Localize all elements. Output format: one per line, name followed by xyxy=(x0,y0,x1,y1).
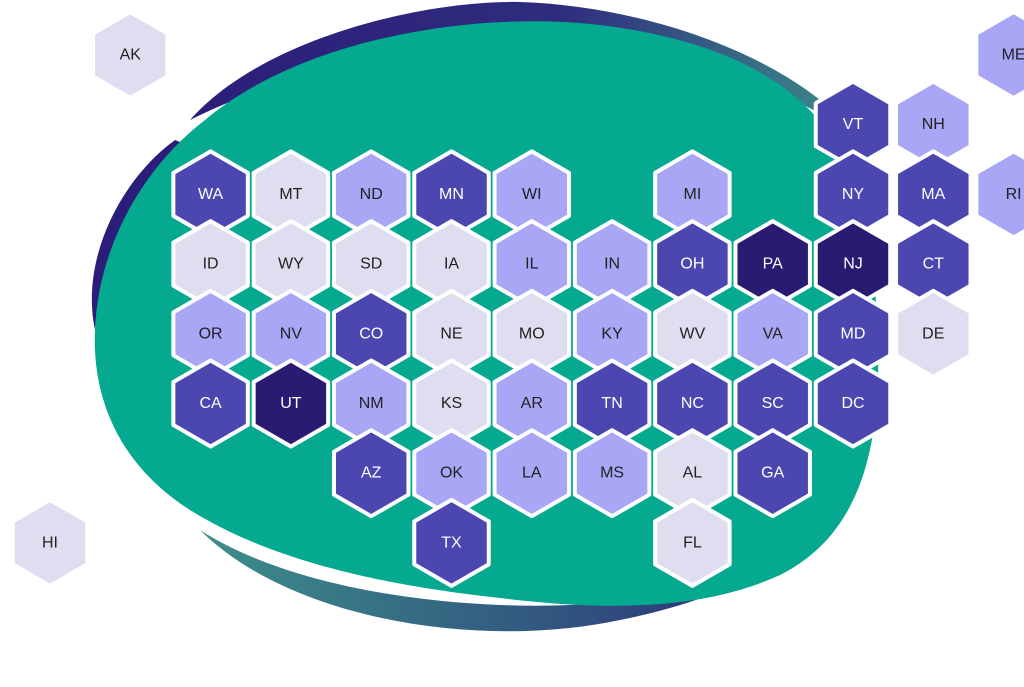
state-tile-de[interactable]: DE xyxy=(894,288,973,379)
state-tile-la[interactable]: LA xyxy=(492,428,572,519)
state-tile-ak[interactable]: AK xyxy=(91,10,170,100)
state-tile-ca[interactable]: CA xyxy=(171,358,250,449)
state-hexagon[interactable] xyxy=(653,497,732,588)
swoosh-top xyxy=(190,1,860,140)
swoosh-left xyxy=(91,140,200,330)
state-hexagon[interactable] xyxy=(251,358,331,449)
state-tile-fl[interactable]: FL xyxy=(653,497,732,588)
swoosh-bottom xyxy=(200,520,840,632)
state-tile-hi[interactable]: HI xyxy=(10,497,90,588)
state-tile-ut[interactable]: UT xyxy=(251,358,331,449)
state-hexagon[interactable] xyxy=(331,428,411,519)
state-hexagon[interactable] xyxy=(91,10,170,100)
state-tile-me[interactable]: ME xyxy=(974,10,1024,100)
state-tile-ri[interactable]: RI xyxy=(974,149,1024,240)
state-hexagon[interactable] xyxy=(10,497,90,588)
state-tile-az[interactable]: AZ xyxy=(331,428,411,519)
state-tile-dc[interactable]: DC xyxy=(813,358,893,449)
state-hexagon[interactable] xyxy=(492,428,572,519)
state-tile-ga[interactable]: GA xyxy=(733,428,812,519)
state-hexagon[interactable] xyxy=(572,428,652,519)
state-hexagon[interactable] xyxy=(974,10,1024,100)
state-tile-tx[interactable]: TX xyxy=(412,497,491,588)
state-hexagon[interactable] xyxy=(412,497,491,588)
state-hexagon[interactable] xyxy=(813,358,893,449)
state-hexagon[interactable] xyxy=(894,288,973,379)
state-hexagon[interactable] xyxy=(974,149,1024,240)
state-tile-ms[interactable]: MS xyxy=(572,428,652,519)
state-hexagon[interactable] xyxy=(733,428,812,519)
state-hexagon[interactable] xyxy=(171,358,250,449)
